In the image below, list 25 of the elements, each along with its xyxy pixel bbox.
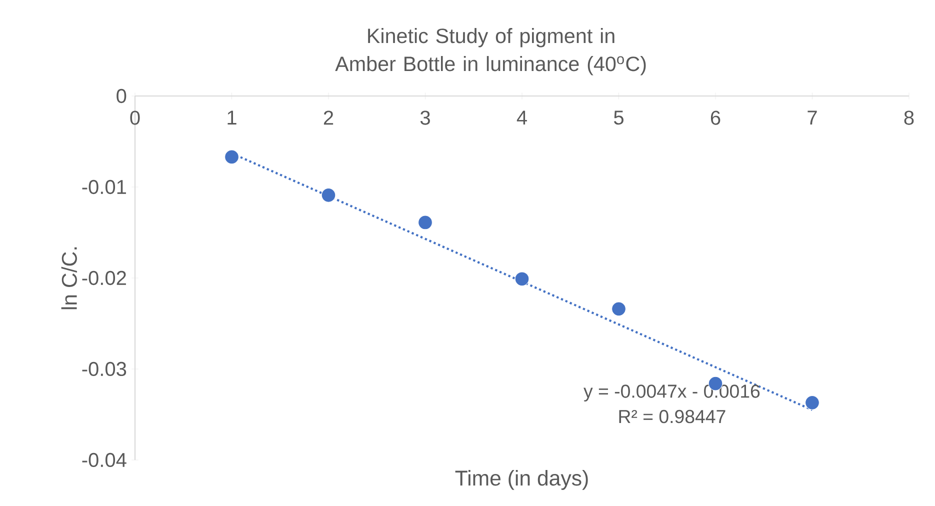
y-tick-label: -0.02	[82, 270, 126, 286]
point	[224, 150, 239, 164]
x-tick-label: 0	[130, 110, 140, 125]
annotation: R² = 0.98447	[619, 410, 726, 424]
point	[514, 272, 530, 286]
point	[418, 215, 432, 230]
x-tick-label: 3	[420, 110, 430, 125]
y-tick-label: -0.04	[82, 452, 126, 468]
point	[321, 188, 336, 202]
x-tick-label: 4	[516, 110, 527, 124]
x-tick-label: 8	[904, 110, 914, 125]
y-tick-label: -0.01	[82, 180, 126, 194]
y-tick-label: 0	[116, 88, 126, 104]
x-tick-label: 6	[710, 110, 720, 125]
annotation: y = -0.0047x - 0.0016	[584, 384, 760, 402]
x-tick-label: 5	[614, 110, 624, 125]
point	[612, 302, 626, 316]
x-axis-title: Time (in days)	[455, 470, 588, 490]
point	[805, 395, 820, 410]
y-tick-label: -0.03	[82, 362, 126, 376]
x-tick-label: 7	[808, 110, 817, 124]
x-tick-label: 1	[228, 110, 236, 124]
chart-title: Kinetic Study of pigment in Amber Bottle in luminance (40$^{o}$C)	[335, 28, 646, 76]
y-axis-title: ln C/C.	[61, 247, 77, 310]
x-tick-label: 2	[324, 110, 334, 125]
